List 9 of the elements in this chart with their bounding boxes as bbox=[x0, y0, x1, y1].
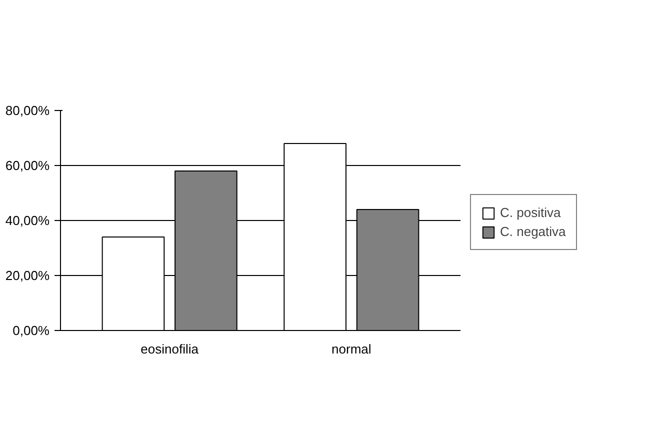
legend-label: C. negativa bbox=[500, 224, 566, 239]
legend-label: C. positiva bbox=[500, 205, 561, 220]
x-tick-label: eosinofilia bbox=[140, 342, 200, 356]
y-tick-label: 60,00% bbox=[5, 158, 50, 173]
y-tick-label: 40,00% bbox=[5, 213, 50, 228]
x-tick-label: normal bbox=[332, 342, 372, 356]
y-tick-label: 80,00% bbox=[5, 103, 50, 118]
y-tick-label: 20,00% bbox=[5, 268, 50, 283]
y-tick-label: 0,00% bbox=[12, 323, 50, 338]
